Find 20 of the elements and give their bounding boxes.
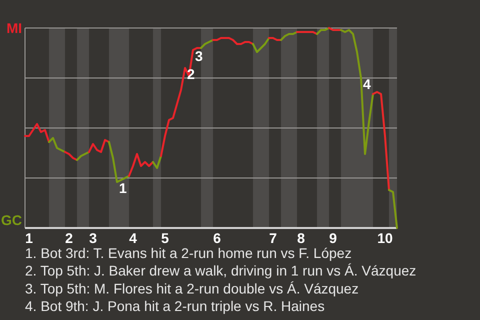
text: 2. Top 5th: J. Baker drew a walk, driving in 1 run vs Á. Vázquez [25, 262, 416, 279]
x-tick-label: 5 [161, 230, 170, 246]
annotation: 1 [119, 180, 127, 196]
annotation: 4 [363, 76, 371, 92]
text: 1. Bot 3rd: T. Evans hit a 2-run home run vs F. López [25, 245, 352, 261]
x-tick-label: 8 [297, 230, 306, 246]
x-tick-label: 1 [25, 230, 34, 246]
x-tick-label: 3 [89, 230, 98, 246]
annotation: 3 [195, 48, 203, 64]
x-tick-label: 9 [329, 230, 338, 246]
x-tick-label: 7 [269, 230, 278, 246]
x-tick-label: 10 [377, 230, 393, 246]
x-tick-label: 4 [129, 230, 138, 246]
x-tick-label: 6 [213, 230, 222, 246]
text: 4. Bot 9th: J. Pona hit a 2-run triple vs R. Haines [25, 298, 325, 314]
text: 3. Top 5th: M. Flores hit a 2-run double vs Á. Vázquez [25, 280, 359, 296]
text: GC [1, 212, 22, 228]
annotation: 2 [187, 66, 195, 82]
x-tick-label: 2 [65, 230, 74, 246]
text: MI [6, 20, 22, 36]
